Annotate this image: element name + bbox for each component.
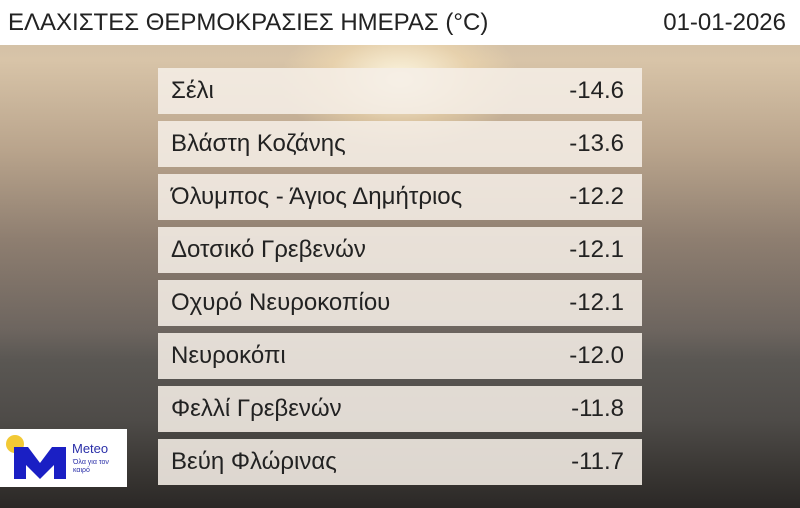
temperature-value: -12.2 <box>569 183 624 210</box>
table-row: Νευροκόπι -12.0 <box>158 333 642 379</box>
page-title: ΕΛΑΧΙΣΤΕΣ ΘΕΡΜΟΚΡΑΣΙΕΣ ΗΜΕΡΑΣ (°C) <box>8 9 489 36</box>
temperature-value: -11.7 <box>571 448 624 475</box>
station-name: Όλυμπος - Άγιος Δημήτριος <box>171 183 463 210</box>
table-row: Βλάστη Κοζάνης -13.6 <box>158 121 642 167</box>
temperature-value: -14.6 <box>569 77 624 104</box>
temperature-value: -11.8 <box>571 395 624 422</box>
logo-brand: Meteo <box>72 441 109 456</box>
m-logo-icon <box>14 447 66 479</box>
station-name: Δοτσικό Γρεβενών <box>171 236 366 263</box>
temperature-value: -12.1 <box>569 236 624 263</box>
temperature-value: -13.6 <box>569 130 624 157</box>
temperature-value: -12.1 <box>569 289 624 316</box>
station-name: Φελλί Γρεβενών <box>171 395 342 422</box>
table-row: Βεύη Φλώρινας -11.7 <box>158 439 642 485</box>
station-name: Σέλι <box>171 77 214 104</box>
station-name: Νευροκόπι <box>171 342 286 369</box>
station-name: Βεύη Φλώρινας <box>171 448 337 475</box>
table-row: Οχυρό Νευροκοπίου -12.1 <box>158 280 642 326</box>
table-row: Σέλι -14.6 <box>158 68 642 114</box>
temperature-value: -12.0 <box>569 342 624 369</box>
meteo-logo: Meteo Όλα για τον καιρό <box>0 429 127 487</box>
table-row: Δοτσικό Γρεβενών -12.1 <box>158 227 642 273</box>
logo-tagline: Όλα για τον καιρό <box>73 459 109 474</box>
header-bar: ΕΛΑΧΙΣΤΕΣ ΘΕΡΜΟΚΡΑΣΙΕΣ ΗΜΕΡΑΣ (°C) 01-01… <box>0 0 800 45</box>
table-row: Φελλί Γρεβενών -11.8 <box>158 386 642 432</box>
table-row: Όλυμπος - Άγιος Δημήτριος -12.2 <box>158 174 642 220</box>
date-label: 01-01-2026 <box>663 9 786 36</box>
station-name: Βλάστη Κοζάνης <box>171 130 346 157</box>
station-name: Οχυρό Νευροκοπίου <box>171 289 391 316</box>
